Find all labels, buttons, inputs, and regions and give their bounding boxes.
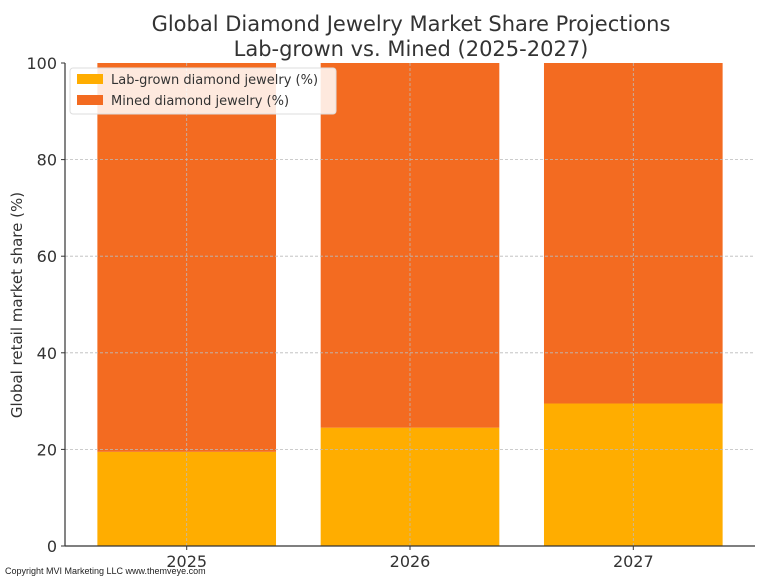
x-tick-label: 2026 [390,552,431,571]
x-tick-label: 2027 [613,552,654,571]
legend-box [69,67,337,115]
y-axis-label: Global retail market share (%) [8,192,26,418]
bar-mined-2025 [97,63,277,452]
y-tick-label: 60 [37,247,57,266]
y-tick-label: 80 [37,151,57,170]
bar-lab-grown-2026 [320,427,500,546]
copyright-text: Copyright MVI Marketing LLC www.themveye… [5,566,206,576]
legend-swatch [77,74,103,84]
legend-swatch [77,95,103,105]
chart-title: Global Diamond Jewelry Market Share Proj… [152,12,671,36]
legend-label: Mined diamond jewelry (%) [111,94,289,109]
y-tick-label: 0 [47,537,57,556]
y-tick-label: 40 [37,344,57,363]
y-tick-label: 20 [37,440,57,459]
chart-subtitle: Lab-grown vs. Mined (2025-2027) [234,37,589,61]
legend-label: Lab-grown diamond jewelry (%) [111,73,318,88]
x-tick-label: 2025 [166,552,207,571]
y-tick-label: 100 [26,54,57,73]
